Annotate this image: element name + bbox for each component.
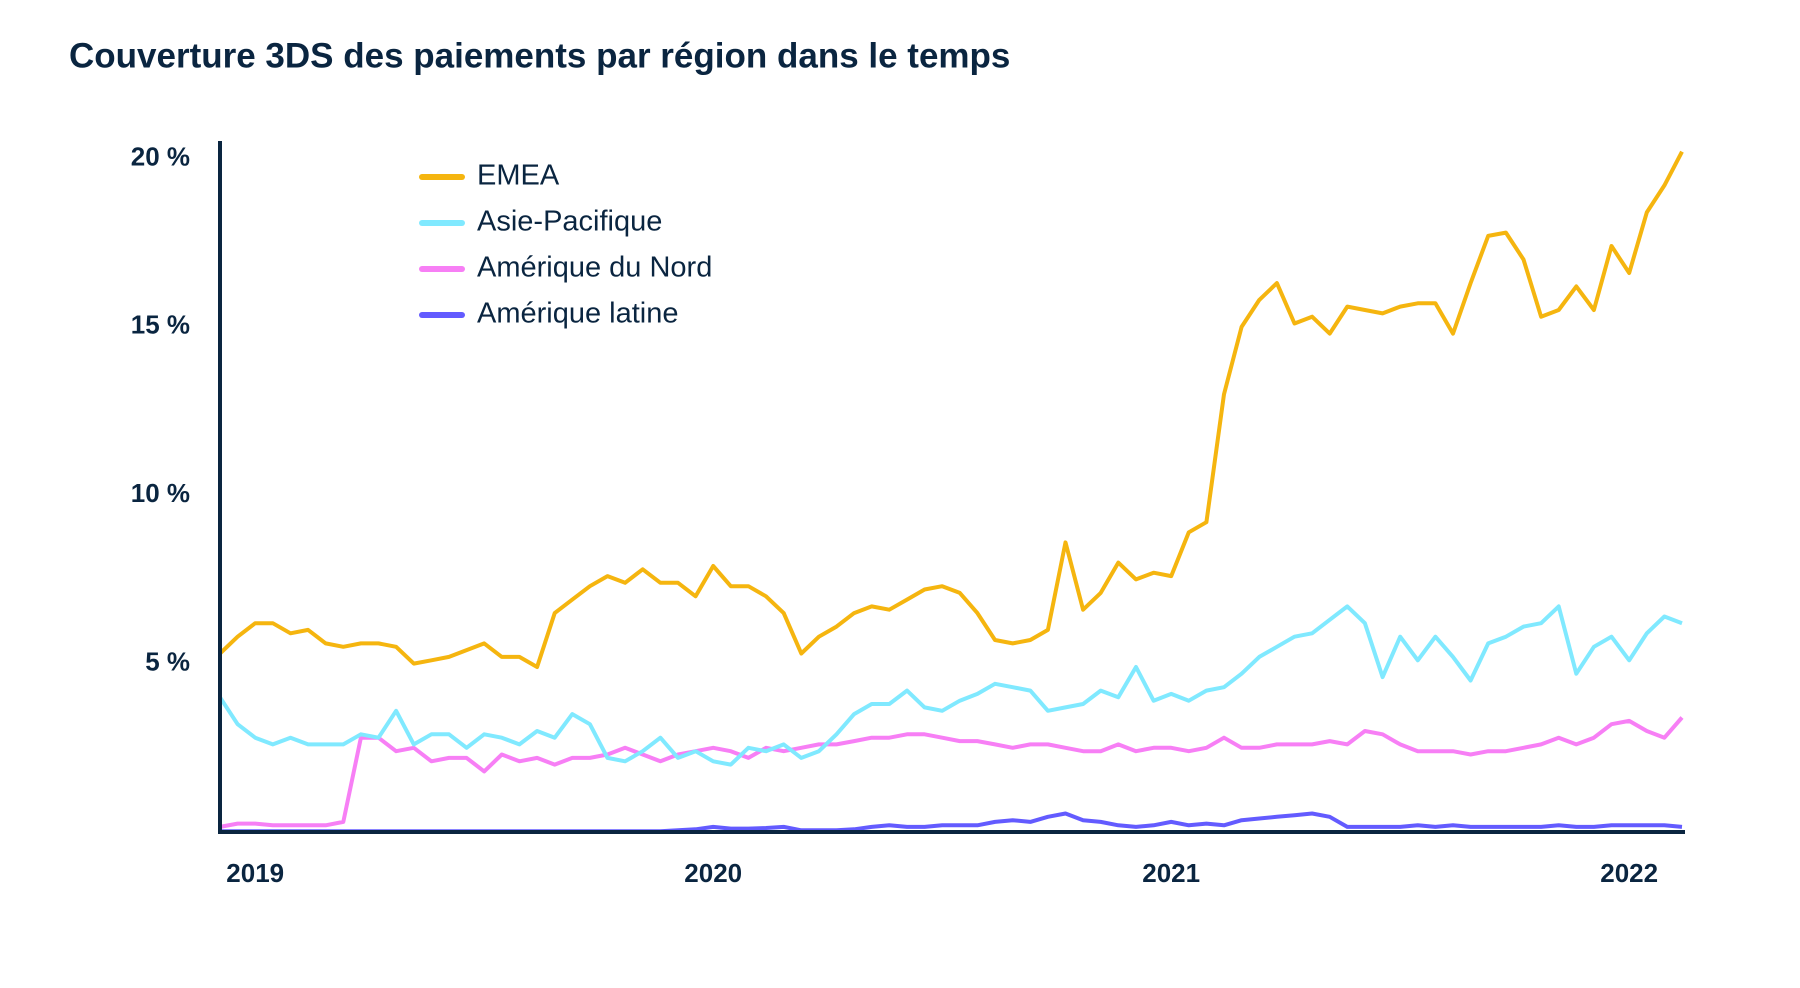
y-tick-label: 5 %	[145, 646, 190, 676]
x-tick-label: 2021	[1142, 858, 1200, 888]
series-line	[218, 150, 1684, 669]
legend-label: Amérique latine	[477, 298, 679, 330]
series-line	[218, 604, 1683, 767]
y-tick-label: 10 %	[131, 478, 190, 508]
y-tick-label: 20 %	[131, 141, 190, 171]
x-tick-label: 2022	[1600, 858, 1658, 888]
y-tick-label: 15 %	[131, 310, 190, 340]
legend-label: EMEA	[477, 160, 560, 192]
legend-label: Amérique du Nord	[477, 252, 712, 284]
series-line	[220, 811, 1683, 834]
series-line	[219, 716, 1684, 829]
legend-label: Asie-Pacifique	[477, 206, 662, 238]
x-tick-label: 2019	[226, 858, 284, 888]
chart-title: Couverture 3DS des paiements par région …	[69, 36, 1010, 75]
x-tick-label: 2020	[684, 858, 742, 888]
